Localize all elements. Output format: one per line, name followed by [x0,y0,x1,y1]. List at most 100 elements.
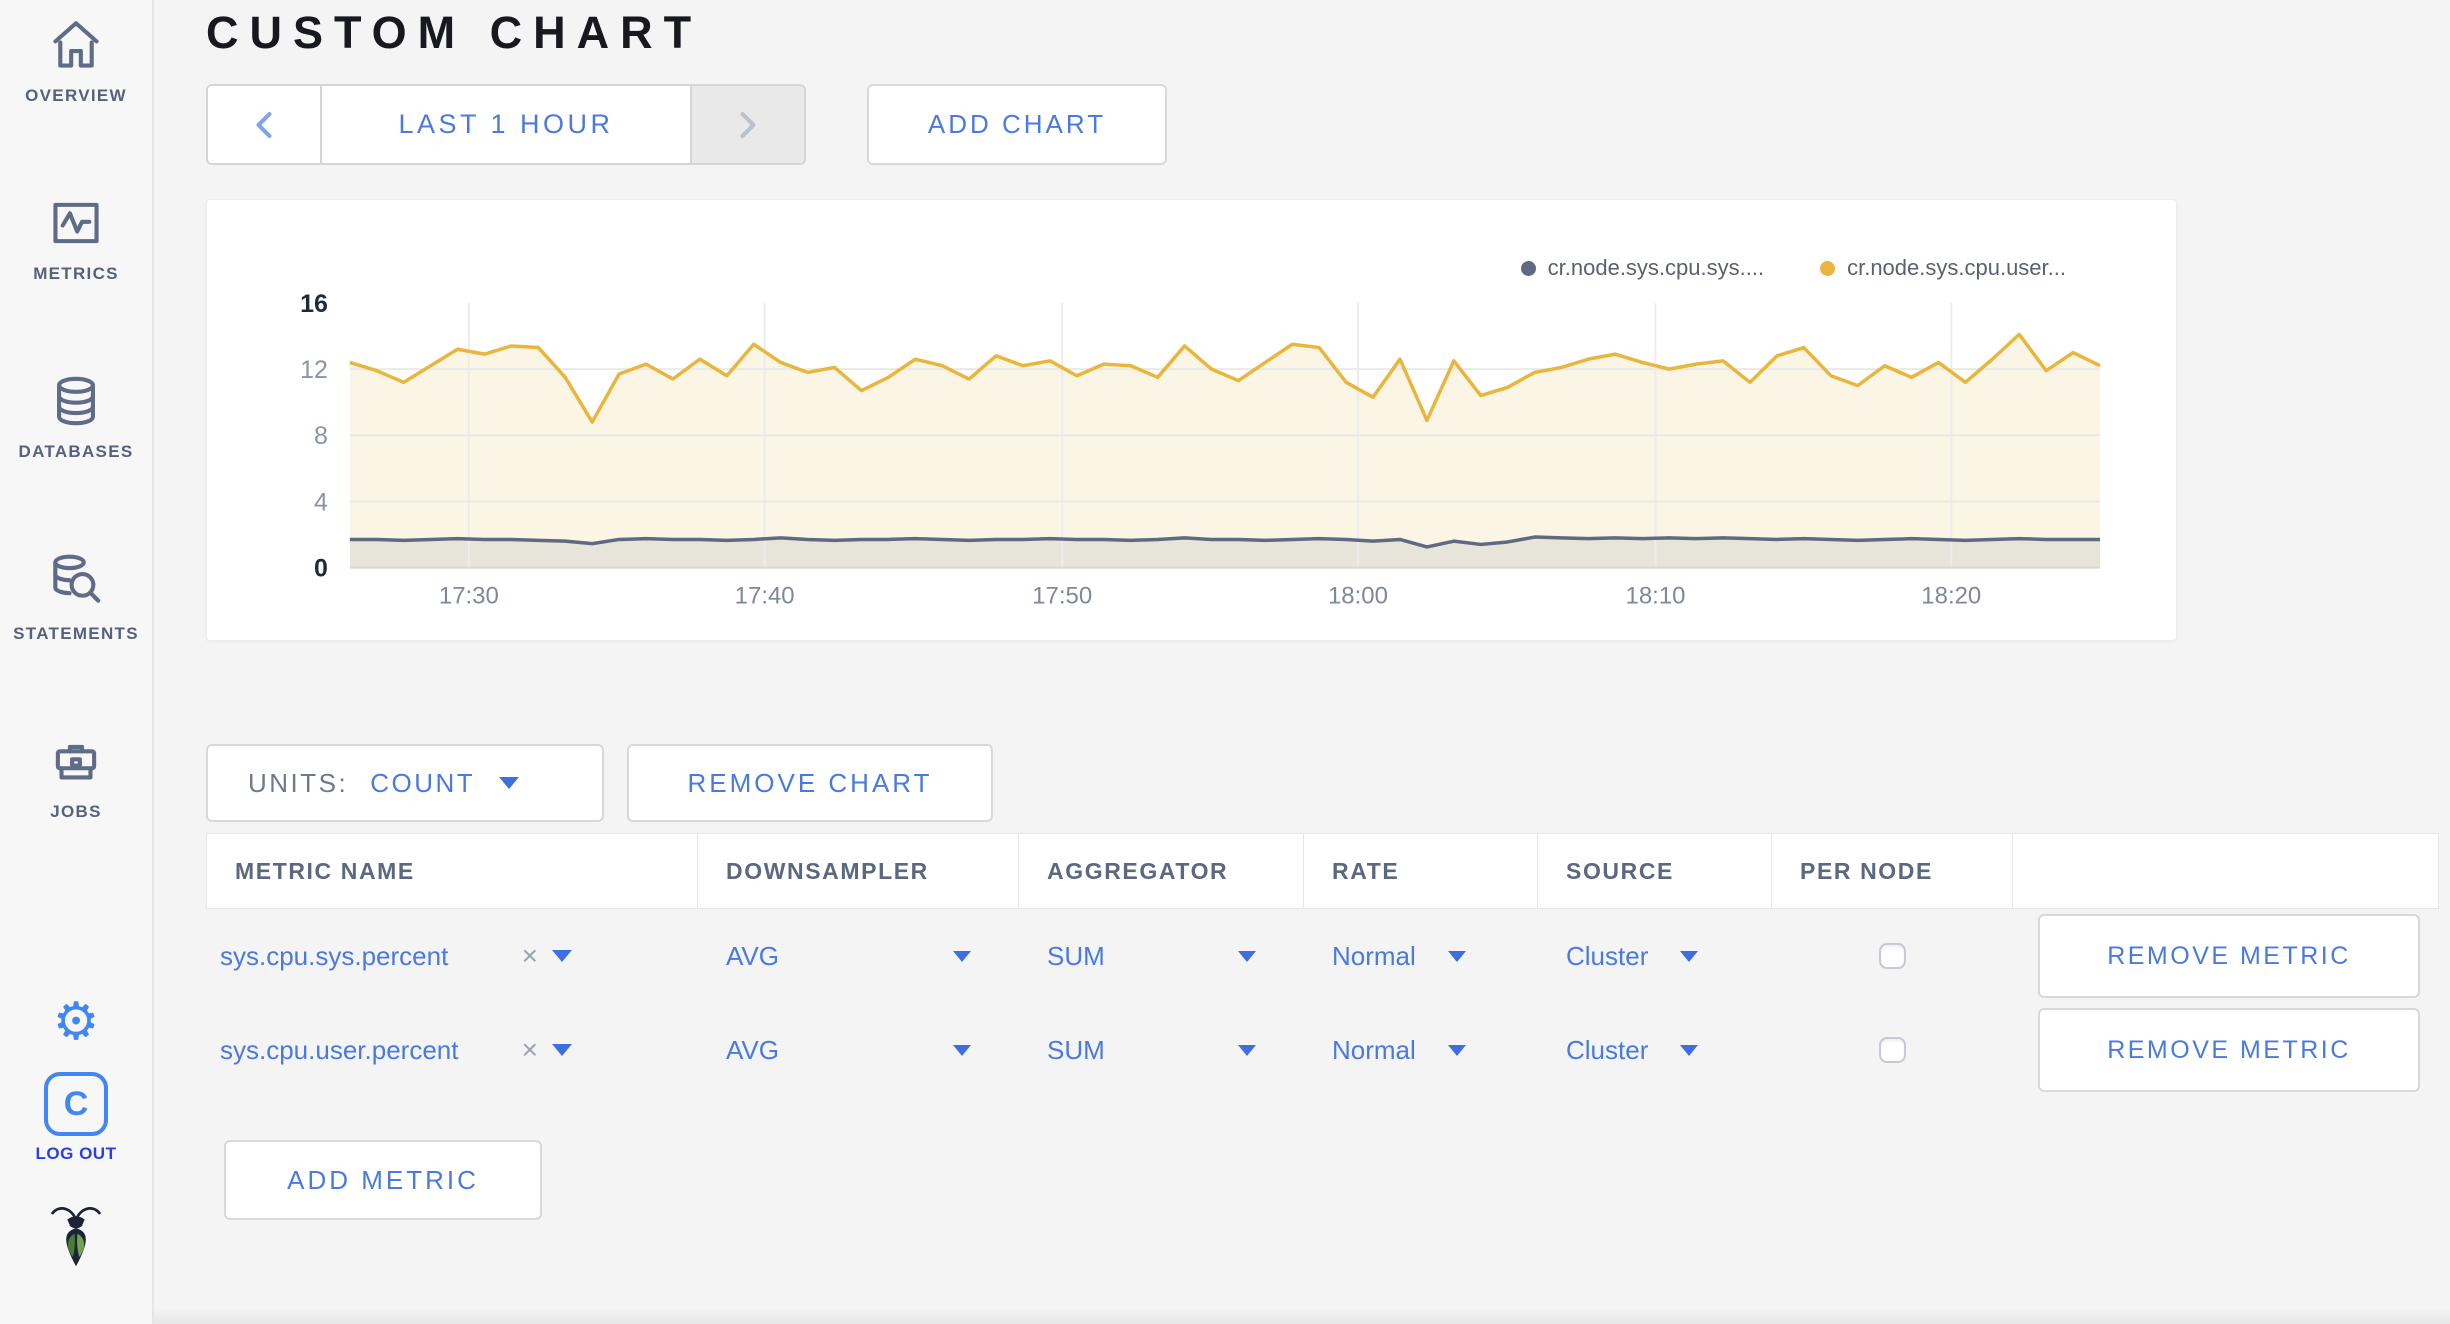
sidebar-item-label: DATABASES [18,442,134,461]
legend-label-sys: cr.node.sys.cpu.sys.... [1547,255,1765,280]
sidebar-item-label: STATEMENTS [13,624,139,643]
time-range-picker: LAST 1 HOUR [206,84,806,165]
svg-text:4: 4 [314,488,328,516]
column-header-actions [2013,833,2439,909]
svg-text:0: 0 [314,555,328,583]
chevron-down-icon [1680,1044,1699,1056]
source-value: Cluster [1566,1034,1649,1065]
sidebar-item-label: JOBS [50,802,102,821]
svg-text:12: 12 [300,356,328,384]
downsampler-dropdown[interactable]: AVG [698,941,1019,972]
cockroach-logo-icon [51,1202,101,1279]
table-row: sys.cpu.user.percent × AVG SUM Normal [206,1003,2439,1097]
aggregator-dropdown[interactable]: SUM [1019,941,1304,972]
table-row: sys.cpu.sys.percent × AVG SUM Normal [206,909,2439,1003]
aggregator-value: SUM [1047,1034,1105,1065]
column-header-per-node: PER NODE [1772,833,2013,909]
chevron-down-icon [499,777,520,789]
home-icon [47,16,105,74]
rate-value: Normal [1332,940,1416,971]
time-range-label[interactable]: LAST 1 HOUR [398,109,614,139]
metric-name-value: sys.cpu.user.percent [220,1034,459,1065]
source-value: Cluster [1566,940,1649,971]
legend-dot-user [1820,260,1836,276]
svg-text:18:10: 18:10 [1626,583,1686,610]
aggregator-value: SUM [1047,940,1105,971]
sidebar: OVERVIEW METRICS [0,0,154,1324]
sidebar-item-metrics[interactable]: METRICS [33,194,119,284]
legend-label-user: cr.node.sys.cpu.user... [1847,255,2066,280]
svg-text:18:00: 18:00 [1328,583,1388,610]
rate-value: Normal [1332,1034,1416,1065]
metrics-table-header: METRIC NAME DOWNSAMPLER AGGREGATOR RATE … [206,833,2439,909]
time-range-next-button[interactable] [690,86,804,163]
metric-name-select[interactable]: sys.cpu.sys.percent × [220,940,572,972]
jobs-icon [47,732,105,790]
rate-dropdown[interactable]: Normal [1304,1035,1538,1066]
svg-text:8: 8 [314,422,328,450]
page-title: CUSTOM CHART [206,7,703,58]
clear-metric-icon[interactable]: × [521,1034,538,1065]
clear-metric-icon[interactable]: × [521,940,538,971]
column-header-downsampler: DOWNSAMPLER [698,833,1019,909]
metric-name-select[interactable]: sys.cpu.user.percent × [220,1034,572,1066]
user-initial: C [63,1084,89,1123]
svg-text:17:40: 17:40 [735,583,795,610]
remove-metric-button[interactable]: REMOVE METRIC [2038,914,2420,998]
timeseries-chart: 17:30 17:40 17:50 18:00 18:10 18:20 0 4 8 12 16 [300,290,2101,610]
svg-text:18:20: 18:20 [1921,583,1981,610]
metric-name-value: sys.cpu.sys.percent [220,940,449,971]
svg-text:17:50: 17:50 [1032,583,1092,610]
remove-chart-button[interactable]: REMOVE CHART [627,744,993,822]
chart-legend: cr.node.sys.cpu.sys.... cr.node.sys.cpu.… [1520,255,2066,281]
column-header-rate: RATE [1304,833,1538,909]
column-header-source: SOURCE [1538,833,1772,909]
metrics-table: METRIC NAME DOWNSAMPLER AGGREGATOR RATE … [206,833,2439,1097]
chevron-down-icon [1447,950,1466,962]
source-dropdown[interactable]: Cluster [1538,941,1772,972]
add-metric-button[interactable]: ADD METRIC [224,1140,542,1220]
sidebar-item-label: METRICS [33,264,119,283]
chevron-down-icon [953,950,971,962]
per-node-checkbox[interactable] [1879,1037,1906,1063]
units-label: UNITS: [248,767,349,798]
units-value: COUNT [370,767,476,798]
svg-text:16: 16 [300,290,328,318]
remove-metric-button[interactable]: REMOVE METRIC [2038,1008,2420,1092]
chart-controls: UNITS: COUNT REMOVE CHART [206,744,2450,822]
chevron-down-icon [953,1044,971,1056]
sidebar-item-overview[interactable]: OVERVIEW [25,16,127,106]
metrics-icon [47,194,105,252]
chevron-right-icon [740,111,756,138]
chevron-left-icon [256,111,272,138]
sidebar-item-databases[interactable]: DATABASES [19,372,134,462]
column-header-aggregator: AGGREGATOR [1019,833,1304,909]
user-avatar[interactable]: C [44,1072,108,1136]
statements-icon [45,550,107,612]
main-content: CUSTOM CHART LAST 1 HOUR ADD CHART 17:30… [156,0,2450,1324]
column-header-metric-name: METRIC NAME [206,833,698,909]
units-dropdown[interactable]: UNITS: COUNT [206,744,604,822]
chevron-down-icon [552,950,572,962]
svg-text:17:30: 17:30 [439,583,499,610]
per-node-checkbox[interactable] [1879,943,1906,969]
time-range-prev-button[interactable] [208,86,322,163]
gear-icon[interactable]: ⚙ [52,993,100,1051]
chevron-down-icon [1680,950,1699,962]
toolbar: LAST 1 HOUR ADD CHART [206,84,2450,165]
downsampler-dropdown[interactable]: AVG [698,1035,1019,1066]
logout-button[interactable]: LOG OUT [35,1144,117,1163]
chevron-down-icon [1238,1044,1256,1056]
legend-item-sys[interactable]: cr.node.sys.cpu.sys.... [1520,255,1765,281]
add-chart-button[interactable]: ADD CHART [867,84,1167,165]
chevron-down-icon [552,1044,572,1056]
aggregator-dropdown[interactable]: SUM [1019,1035,1304,1066]
chevron-down-icon [1447,1044,1466,1056]
rate-dropdown[interactable]: Normal [1304,941,1538,972]
sidebar-item-jobs[interactable]: JOBS [47,732,105,822]
source-dropdown[interactable]: Cluster [1538,1035,1772,1066]
downsampler-value: AVG [726,1034,779,1065]
legend-item-user[interactable]: cr.node.sys.cpu.user... [1820,255,2066,281]
sidebar-item-statements[interactable]: STATEMENTS [13,550,139,644]
